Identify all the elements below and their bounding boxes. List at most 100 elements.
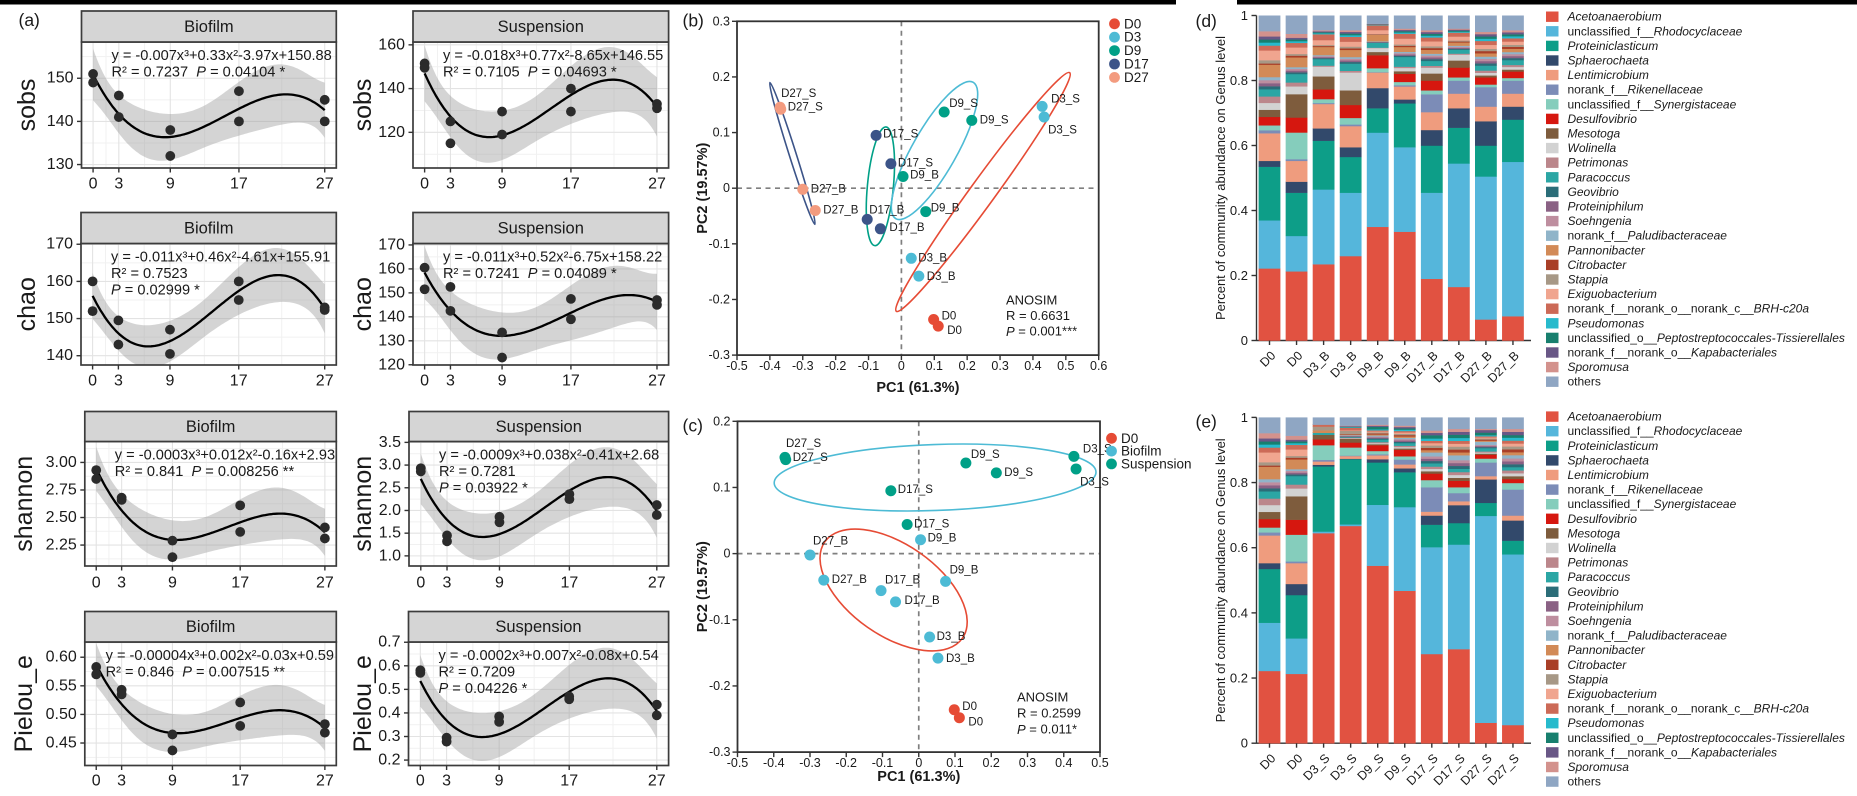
svg-text:Pielou_e: Pielou_e	[10, 655, 38, 752]
svg-text:0.6: 0.6	[1230, 540, 1248, 555]
svg-text:Percent of community abundance: Percent of community abundance on Genus …	[1213, 36, 1228, 320]
svg-text:ANOSIM: ANOSIM	[1006, 293, 1057, 308]
svg-text:Pannonibacter: Pannonibacter	[1568, 243, 1646, 257]
svg-text:Suspension: Suspension	[496, 418, 582, 436]
svg-text:P = 0.001***: P = 0.001***	[1006, 324, 1077, 339]
svg-text:130: 130	[378, 332, 405, 349]
svg-text:D27_S: D27_S	[781, 88, 816, 100]
svg-text:17: 17	[560, 773, 578, 790]
svg-text:D27: D27	[1124, 70, 1149, 85]
svg-text:140: 140	[47, 113, 74, 130]
svg-text:Paracoccus: Paracoccus	[1568, 570, 1631, 584]
svg-text:D17_S: D17_S	[914, 519, 949, 531]
svg-text:27: 27	[648, 575, 666, 592]
svg-text:140: 140	[378, 308, 405, 325]
svg-text:Lentimicrobium: Lentimicrobium	[1568, 68, 1649, 82]
svg-text:130: 130	[47, 156, 74, 173]
svg-text:Pielou_e: Pielou_e	[349, 655, 377, 752]
svg-text:120: 120	[378, 356, 405, 373]
svg-text:D17_S: D17_S	[898, 484, 933, 496]
svg-text:D3_S: D3_S	[1083, 443, 1112, 455]
svg-text:Wolinella: Wolinella	[1568, 541, 1617, 555]
svg-text:-0.1: -0.1	[872, 756, 894, 770]
svg-text:(d): (d)	[1196, 11, 1217, 31]
svg-text:-0.3: -0.3	[799, 756, 821, 770]
svg-text:norank_f__Paludibacteraceae: norank_f__Paludibacteraceae	[1568, 629, 1728, 643]
svg-text:(a): (a)	[19, 10, 40, 30]
svg-text:3.5: 3.5	[379, 434, 401, 451]
svg-text:-0.3: -0.3	[792, 359, 814, 373]
svg-text:Pseudomonas: Pseudomonas	[1568, 316, 1645, 330]
svg-text:160: 160	[46, 273, 73, 290]
svg-text:2.0: 2.0	[379, 502, 401, 519]
svg-text:R² = 0.7209: R² = 0.7209	[439, 665, 516, 681]
svg-text:D27_B: D27_B	[811, 183, 846, 195]
svg-text:others: others	[1568, 375, 1601, 389]
svg-text:-0.5: -0.5	[726, 359, 748, 373]
svg-text:3: 3	[446, 176, 455, 193]
svg-text:0.4: 0.4	[378, 704, 400, 721]
svg-text:-0.2: -0.2	[709, 679, 731, 693]
svg-text:0.2: 0.2	[959, 359, 976, 373]
svg-text:17: 17	[230, 176, 248, 193]
svg-text:0.3: 0.3	[1019, 756, 1036, 770]
svg-text:R = 0.6631: R = 0.6631	[1006, 308, 1070, 323]
svg-text:0.55: 0.55	[46, 677, 77, 694]
svg-text:1: 1	[1241, 8, 1248, 23]
svg-text:0: 0	[915, 756, 922, 770]
svg-text:150: 150	[378, 284, 405, 301]
svg-text:Suspension: Suspension	[498, 18, 584, 36]
svg-text:-0.5: -0.5	[727, 756, 749, 770]
svg-text:-0.2: -0.2	[835, 756, 857, 770]
svg-text:3: 3	[117, 773, 126, 790]
svg-text:norank_f__norank_o__Kapabacter: norank_f__norank_o__Kapabacteriales	[1568, 745, 1778, 759]
svg-text:unclassified_f__Synergistaceae: unclassified_f__Synergistaceae	[1568, 97, 1737, 111]
svg-text:Lentimicrobium: Lentimicrobium	[1568, 468, 1649, 482]
svg-text:D27_B: D27_B	[813, 535, 848, 547]
svg-text:0.45: 0.45	[46, 735, 77, 752]
svg-text:Acetoanaerobium: Acetoanaerobium	[1567, 10, 1662, 24]
svg-text:D3_S: D3_S	[1080, 476, 1109, 488]
svg-text:1.5: 1.5	[379, 525, 401, 542]
svg-text:-0.4: -0.4	[763, 756, 785, 770]
svg-text:0.4: 0.4	[1230, 605, 1248, 620]
svg-text:0: 0	[420, 176, 429, 193]
svg-text:0.5: 0.5	[378, 681, 400, 698]
svg-text:0: 0	[416, 575, 425, 592]
svg-text:D17_B: D17_B	[869, 204, 904, 216]
svg-text:-0.4: -0.4	[759, 359, 781, 373]
svg-text:D9_B: D9_B	[931, 203, 960, 215]
svg-text:Proteiniphilum: Proteiniphilum	[1568, 200, 1644, 214]
svg-text:Proteiniclasticum: Proteiniclasticum	[1568, 39, 1659, 53]
svg-text:unclassified_o__Peptostreptoco: unclassified_o__Peptostreptococcales-Tis…	[1568, 731, 1845, 745]
svg-text:0: 0	[420, 373, 429, 390]
svg-text:P = 0.04226 *: P = 0.04226 *	[439, 681, 528, 697]
svg-text:17: 17	[562, 373, 580, 390]
svg-text:Soehngenia: Soehngenia	[1568, 214, 1632, 228]
svg-text:9: 9	[498, 373, 507, 390]
svg-text:y = -0.0002x³+0.007x²-0.08x+0.: y = -0.0002x³+0.007x²-0.08x+0.54	[439, 648, 659, 664]
svg-text:D9_B: D9_B	[928, 533, 957, 545]
svg-text:140: 140	[378, 80, 405, 97]
svg-text:170: 170	[46, 236, 73, 253]
svg-text:P = 0.03922 *: P = 0.03922 *	[439, 481, 528, 497]
svg-text:0.1: 0.1	[946, 756, 963, 770]
svg-text:Paracoccus: Paracoccus	[1568, 170, 1631, 184]
svg-text:Biofilm: Biofilm	[186, 418, 236, 436]
svg-text:9: 9	[166, 373, 175, 390]
svg-text:Sporomusa: Sporomusa	[1568, 760, 1630, 774]
svg-text:0.2: 0.2	[378, 752, 400, 769]
svg-text:Stappia: Stappia	[1568, 273, 1609, 287]
svg-text:unclassified_f__Synergistaceae: unclassified_f__Synergistaceae	[1568, 497, 1737, 511]
svg-text:140: 140	[46, 347, 73, 364]
svg-text:Biofilm: Biofilm	[184, 220, 234, 238]
svg-text:0.3: 0.3	[991, 359, 1008, 373]
svg-text:sobs: sobs	[13, 79, 41, 132]
svg-text:Mesotoga: Mesotoga	[1568, 127, 1621, 141]
svg-text:Proteiniphilum: Proteiniphilum	[1568, 599, 1644, 613]
svg-text:-0.3: -0.3	[709, 745, 731, 759]
svg-text:D3_B: D3_B	[946, 653, 975, 665]
svg-text:0: 0	[724, 547, 731, 561]
svg-text:160: 160	[378, 260, 405, 277]
svg-text:0.5: 0.5	[1057, 359, 1074, 373]
